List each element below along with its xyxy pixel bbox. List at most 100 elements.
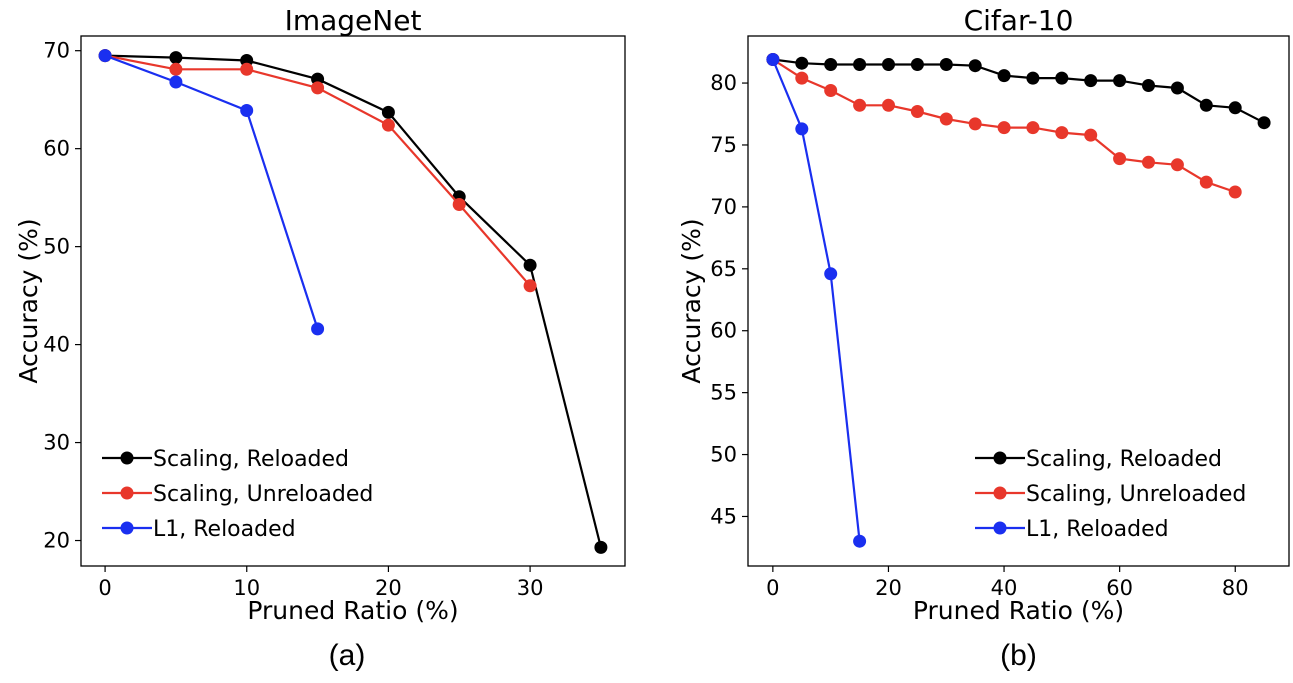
data-point bbox=[1170, 81, 1184, 95]
axes-frame bbox=[80, 35, 626, 567]
data-point bbox=[853, 534, 867, 548]
data-point bbox=[169, 51, 183, 65]
y-axis-label: Accuracy (%) bbox=[677, 218, 706, 383]
y-tick-label: 55 bbox=[710, 381, 737, 405]
data-point bbox=[381, 105, 395, 119]
data-point bbox=[1142, 155, 1155, 169]
series-line-0 bbox=[105, 54, 602, 548]
data-point bbox=[766, 53, 780, 66]
data-point bbox=[1113, 152, 1127, 166]
data-point bbox=[853, 98, 867, 112]
data-point bbox=[939, 112, 953, 126]
legend-marker bbox=[993, 451, 1007, 465]
data-point bbox=[240, 62, 254, 76]
x-tick-label: 30 bbox=[517, 576, 544, 600]
legend-marker bbox=[120, 521, 134, 535]
y-tick-label: 50 bbox=[43, 235, 70, 259]
y-tick-label: 70 bbox=[710, 195, 737, 219]
legend-label: Scaling, Reloaded bbox=[153, 447, 349, 472]
data-point bbox=[795, 71, 809, 85]
series-line-2 bbox=[771, 59, 861, 542]
legend-marker bbox=[993, 486, 1007, 500]
axes-frame bbox=[747, 35, 1290, 567]
data-point bbox=[824, 84, 838, 97]
data-point bbox=[910, 58, 924, 71]
x-tick-label: 60 bbox=[1106, 576, 1133, 600]
data-point bbox=[1257, 116, 1271, 130]
y-tick-label: 40 bbox=[43, 333, 70, 357]
x-tick-label: 20 bbox=[875, 576, 902, 600]
data-point bbox=[594, 540, 608, 554]
panel-caption: (a) bbox=[329, 639, 366, 672]
data-point bbox=[1055, 71, 1069, 85]
data-point bbox=[824, 58, 838, 71]
data-point bbox=[523, 279, 537, 293]
data-point bbox=[1084, 128, 1098, 142]
y-tick-label: 30 bbox=[43, 431, 70, 455]
legend-marker bbox=[120, 451, 134, 465]
legend-label: L1, Reloaded bbox=[1026, 517, 1169, 542]
data-point bbox=[523, 258, 537, 272]
series-line-0 bbox=[772, 58, 1265, 124]
x-tick-label: 0 bbox=[98, 576, 111, 600]
y-tick-label: 50 bbox=[710, 443, 737, 467]
legend-marker bbox=[993, 521, 1007, 535]
data-point bbox=[1026, 121, 1040, 135]
legend-label: Scaling, Unreloaded bbox=[153, 482, 373, 507]
y-tick-label: 65 bbox=[710, 257, 737, 281]
data-point bbox=[1084, 74, 1098, 88]
data-point bbox=[882, 58, 895, 71]
data-point bbox=[824, 267, 838, 281]
chart-title: ImageNet bbox=[285, 4, 422, 37]
y-axis-label: Accuracy (%) bbox=[14, 218, 43, 383]
legend: Scaling, Reloaded Scaling, Unreloaded L1, … bbox=[975, 447, 1246, 542]
data-point bbox=[1113, 74, 1127, 88]
data-point bbox=[795, 56, 809, 70]
data-point bbox=[968, 117, 982, 131]
legend-label: L1, Reloaded bbox=[153, 517, 296, 542]
x-tick-label: 0 bbox=[766, 576, 779, 600]
data-point bbox=[169, 75, 183, 89]
data-point bbox=[381, 118, 395, 132]
data-point bbox=[311, 81, 325, 95]
x-tick-label: 80 bbox=[1222, 576, 1249, 600]
data-point bbox=[1170, 158, 1184, 172]
y-tick-label: 60 bbox=[710, 319, 737, 343]
legend-label: Scaling, Reloaded bbox=[1026, 447, 1222, 472]
y-tick-label: 80 bbox=[710, 71, 737, 95]
x-axis-label: Pruned Ratio (%) bbox=[913, 596, 1124, 625]
data-point bbox=[882, 98, 895, 112]
x-tick-label: 10 bbox=[233, 576, 260, 600]
chart-title: Cifar-10 bbox=[964, 4, 1074, 37]
data-point bbox=[968, 59, 982, 73]
data-point bbox=[795, 122, 809, 136]
data-point bbox=[452, 198, 466, 211]
data-point bbox=[1228, 101, 1242, 115]
y-tick-label: 45 bbox=[710, 504, 737, 528]
data-point bbox=[997, 121, 1011, 135]
chart-imagenet: 0 10 20 30 20 30 40 50 60 70 ImageNet Pruned Ratio … bbox=[14, 4, 626, 672]
series-line-2 bbox=[104, 54, 319, 330]
chart-cifar10: 0 20 40 60 80 45 50 55 60 65 70 75 80 Cifar-10 Pruned … bbox=[677, 4, 1290, 672]
data-point bbox=[169, 62, 183, 76]
data-point bbox=[311, 322, 325, 336]
data-point bbox=[1055, 126, 1069, 140]
y-tick-label: 70 bbox=[43, 39, 70, 63]
legend: Scaling, Reloaded Scaling, Unreloaded L1, … bbox=[102, 447, 373, 542]
data-point bbox=[910, 105, 924, 118]
y-tick-label: 20 bbox=[43, 529, 70, 553]
legend-label: Scaling, Unreloaded bbox=[1026, 482, 1246, 507]
data-point bbox=[240, 104, 254, 117]
data-point bbox=[1142, 79, 1155, 92]
x-tick-label: 40 bbox=[991, 576, 1018, 600]
data-point bbox=[939, 58, 953, 71]
y-tick-label: 60 bbox=[43, 137, 70, 161]
panel-caption: (b) bbox=[1000, 639, 1037, 672]
legend-marker bbox=[120, 486, 134, 500]
x-axis-label: Pruned Ratio (%) bbox=[247, 596, 458, 625]
data-point bbox=[1026, 71, 1040, 85]
data-point bbox=[98, 49, 112, 63]
data-point bbox=[853, 58, 867, 71]
data-point bbox=[1228, 185, 1242, 199]
